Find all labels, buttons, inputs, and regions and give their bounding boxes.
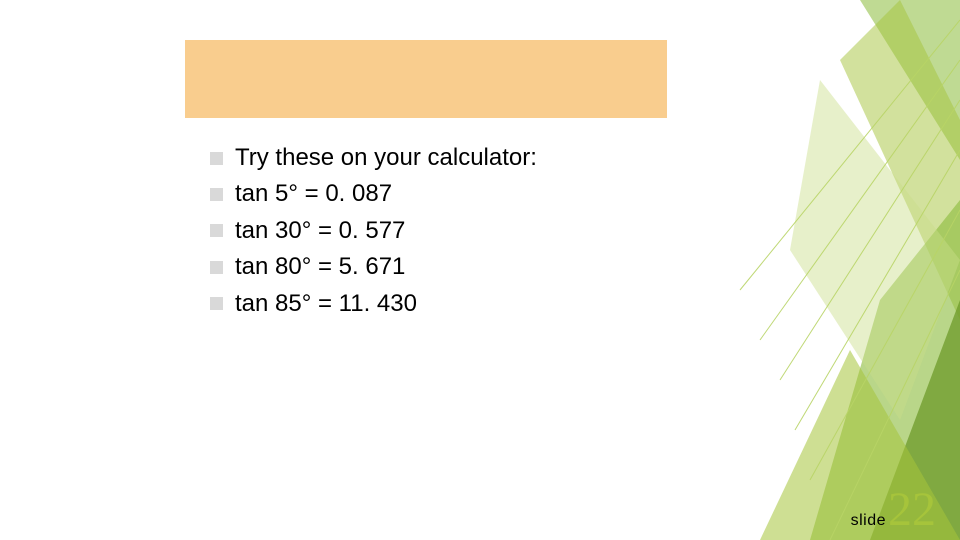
square-bullet-icon <box>210 188 223 201</box>
bullet-text: tan 30° = 0. 577 <box>235 215 405 247</box>
slide-number: 22 <box>888 486 936 534</box>
list-item: tan 5° = 0. 087 <box>210 178 770 210</box>
slide-footer: slide 22 <box>851 486 936 534</box>
bullet-text: Try these on your calculator: <box>235 142 537 174</box>
list-item: tan 85° = 11. 430 <box>210 288 770 320</box>
slide-label: slide <box>851 512 886 530</box>
square-bullet-icon <box>210 152 223 165</box>
list-item: tan 30° = 0. 577 <box>210 215 770 247</box>
bullet-text: tan 5° = 0. 087 <box>235 178 392 210</box>
square-bullet-icon <box>210 224 223 237</box>
square-bullet-icon <box>210 261 223 274</box>
list-item: Try these on your calculator: <box>210 142 770 174</box>
title-placeholder <box>185 40 667 118</box>
bullet-text: tan 80° = 5. 671 <box>235 251 405 283</box>
bullet-text: tan 85° = 11. 430 <box>235 288 417 320</box>
square-bullet-icon <box>210 297 223 310</box>
slide: Try these on your calculator: tan 5° = 0… <box>0 0 960 540</box>
content-body: Try these on your calculator: tan 5° = 0… <box>210 142 770 324</box>
list-item: tan 80° = 5. 671 <box>210 251 770 283</box>
